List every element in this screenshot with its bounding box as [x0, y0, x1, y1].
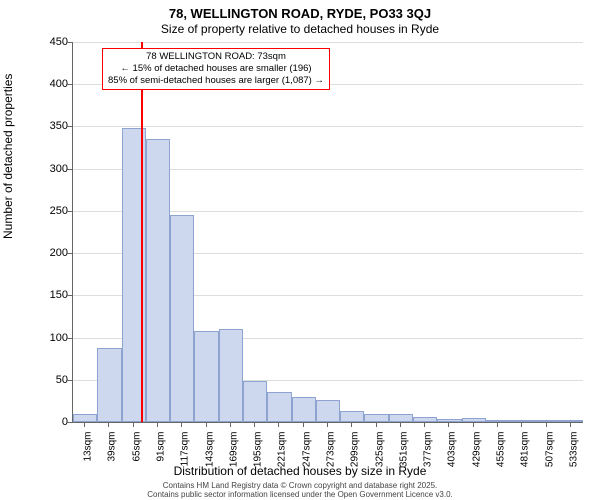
- histogram-bar: [413, 417, 437, 422]
- histogram-bar: [486, 420, 510, 422]
- histogram-bar: [437, 419, 461, 422]
- y-tick-label: 0: [28, 416, 68, 428]
- histogram-bar: [73, 414, 97, 422]
- chart-container: 78, WELLINGTON ROAD, RYDE, PO33 3QJ Size…: [0, 0, 600, 500]
- y-tick-label: 200: [28, 247, 68, 259]
- plot-area: [72, 42, 583, 423]
- y-tick-label: 450: [28, 36, 68, 48]
- annotation-line1: 78 WELLINGTON ROAD: 73sqm: [108, 51, 324, 63]
- footnote: Contains HM Land Registry data © Crown c…: [0, 481, 600, 499]
- histogram-bar: [389, 414, 413, 422]
- histogram-bar: [243, 381, 267, 422]
- y-tick-label: 350: [28, 120, 68, 132]
- y-axis-label: Number of detached properties: [1, 74, 15, 239]
- gridline-h: [73, 126, 583, 127]
- histogram-bar: [340, 411, 364, 422]
- y-tick-label: 100: [28, 332, 68, 344]
- histogram-bar: [194, 331, 218, 422]
- histogram-bar: [510, 420, 534, 422]
- histogram-bar: [364, 414, 388, 422]
- histogram-bar: [316, 400, 340, 422]
- histogram-bar: [219, 329, 243, 422]
- histogram-bar: [292, 397, 316, 422]
- y-tick-label: 250: [28, 205, 68, 217]
- histogram-bar: [267, 392, 291, 422]
- annotation-line2: ← 15% of detached houses are smaller (19…: [108, 63, 324, 75]
- title-line2: Size of property relative to detached ho…: [0, 22, 600, 36]
- histogram-bar: [146, 139, 170, 422]
- footnote-line1: Contains HM Land Registry data © Crown c…: [163, 481, 438, 490]
- annotation-box: 78 WELLINGTON ROAD: 73sqm← 15% of detach…: [102, 48, 330, 90]
- gridline-h: [73, 42, 583, 43]
- y-tick-label: 50: [28, 374, 68, 386]
- annotation-line3: 85% of semi-detached houses are larger (…: [108, 75, 324, 87]
- histogram-bar: [462, 418, 486, 422]
- histogram-bar: [97, 348, 121, 422]
- reference-line: [141, 42, 143, 422]
- footnote-line2: Contains public sector information licen…: [147, 490, 453, 499]
- histogram-bar: [170, 215, 194, 422]
- title-line1: 78, WELLINGTON ROAD, RYDE, PO33 3QJ: [0, 6, 600, 21]
- y-tick-label: 300: [28, 163, 68, 175]
- x-axis-label: Distribution of detached houses by size …: [0, 464, 600, 478]
- y-tick-label: 400: [28, 78, 68, 90]
- y-tick-label: 150: [28, 289, 68, 301]
- histogram-bar: [559, 420, 583, 422]
- histogram-bar: [534, 420, 558, 422]
